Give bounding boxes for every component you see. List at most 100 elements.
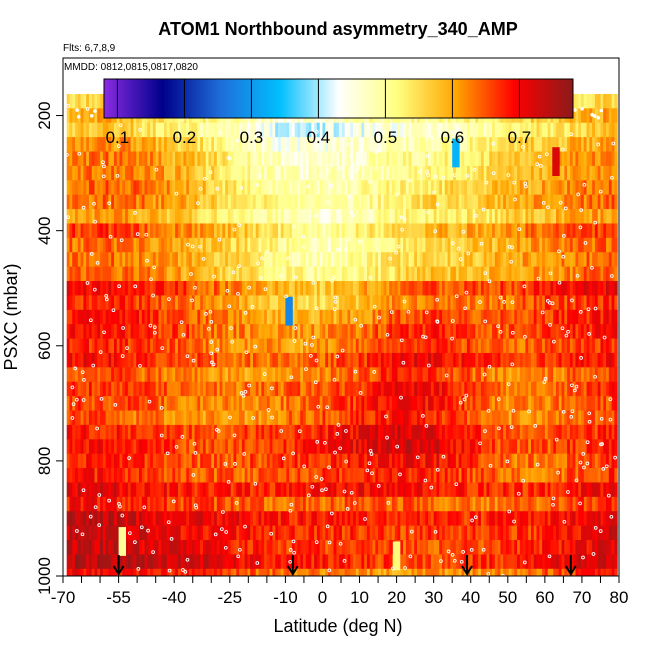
heatmap-cell <box>247 180 251 196</box>
heatmap-cell <box>91 122 96 138</box>
heatmap-cell <box>297 194 301 210</box>
heatmap-cell <box>286 237 290 253</box>
heatmap-cell <box>586 252 590 268</box>
heatmap-cell <box>119 424 123 440</box>
heatmap-cell <box>289 324 293 340</box>
heatmap-cell <box>517 122 521 138</box>
heatmap-cell <box>339 410 343 426</box>
heatmap-cell <box>530 367 535 383</box>
heatmap-cell <box>403 424 407 440</box>
heatmap-cell <box>567 396 571 412</box>
heatmap-cell <box>180 410 185 426</box>
heatmap-cell <box>611 424 615 440</box>
heatmap-cell <box>467 223 471 239</box>
heatmap-cell <box>230 410 235 426</box>
heatmap-cell <box>503 137 507 153</box>
heatmap-cell <box>350 151 354 167</box>
heatmap-cell <box>380 209 385 225</box>
heatmap-cell <box>180 252 185 268</box>
heatmap-cell <box>383 137 388 153</box>
heatmap-cell <box>553 223 557 239</box>
heatmap-cell <box>389 223 393 239</box>
heatmap-cell <box>592 424 596 440</box>
heatmap-cell <box>272 137 276 153</box>
heatmap-cell <box>394 309 399 325</box>
heatmap-cell <box>155 396 160 412</box>
heatmap-cell <box>408 165 413 181</box>
heatmap-cell <box>500 151 504 167</box>
heatmap-cell <box>230 137 235 153</box>
heatmap-cell <box>589 151 593 167</box>
heatmap-cell <box>272 165 276 181</box>
heatmap-cell <box>83 223 87 239</box>
heatmap-cell <box>247 151 251 167</box>
heatmap-cell <box>261 223 265 239</box>
heatmap-cell <box>411 137 415 153</box>
heatmap-cell <box>369 367 374 383</box>
heatmap-cell <box>214 281 218 297</box>
heatmap-cell <box>66 252 71 268</box>
heatmap-cell <box>264 209 268 225</box>
heatmap-cell <box>364 381 368 397</box>
heatmap-cell <box>216 209 221 225</box>
heatmap-cell <box>380 237 385 253</box>
heatmap-cell <box>461 165 465 181</box>
heatmap-cell <box>244 367 249 383</box>
heatmap-cell <box>144 180 148 196</box>
heatmap-cell <box>289 252 293 268</box>
heatmap-cell <box>458 281 463 297</box>
heatmap-cell <box>158 295 162 311</box>
heatmap-cell <box>166 281 171 297</box>
heatmap-cell <box>239 151 243 167</box>
heatmap-cell <box>442 439 446 455</box>
heatmap-cell <box>105 252 110 268</box>
heatmap-cell <box>119 122 123 138</box>
heatmap-cell <box>108 165 112 181</box>
heatmap-cell <box>66 396 71 412</box>
heatmap-cell <box>414 424 418 440</box>
heatmap-cell <box>603 424 607 440</box>
heatmap-cell <box>422 165 426 181</box>
heatmap-cell <box>369 352 374 368</box>
heatmap-cell <box>255 352 260 368</box>
heatmap-cell <box>564 266 568 282</box>
heatmap-cell <box>69 281 73 297</box>
heatmap-cell <box>305 281 310 297</box>
heatmap-cell <box>514 439 518 455</box>
heatmap-cell <box>450 223 454 239</box>
heatmap-cell <box>606 151 610 167</box>
heatmap-cell <box>569 281 574 297</box>
heatmap-cell <box>119 309 123 325</box>
heatmap-cell <box>303 410 307 426</box>
heatmap-cell <box>241 165 246 181</box>
heatmap-cell <box>380 352 385 368</box>
heatmap-cell <box>236 381 240 397</box>
heatmap-cell <box>291 180 296 196</box>
heatmap-cell <box>113 223 118 239</box>
heatmap-cell <box>467 165 471 181</box>
heatmap-cell <box>169 281 173 297</box>
heatmap-cell <box>594 266 599 282</box>
heatmap-cell <box>391 338 396 354</box>
heatmap-cell <box>383 424 388 440</box>
heatmap-cell <box>261 439 265 455</box>
heatmap-cell <box>347 424 351 440</box>
heatmap-cell <box>189 424 193 440</box>
heatmap-cell <box>250 194 254 210</box>
heatmap-cell <box>355 381 360 397</box>
heatmap-cell <box>539 137 543 153</box>
heatmap-cell <box>91 309 96 325</box>
heatmap-cell <box>319 309 324 325</box>
heatmap-cell <box>138 137 143 153</box>
heatmap-cell <box>353 266 357 282</box>
heatmap-cell <box>108 424 112 440</box>
heatmap-cell <box>455 281 460 297</box>
heatmap-cell <box>383 352 388 368</box>
heatmap-cell <box>339 137 343 153</box>
heatmap-cell <box>113 151 118 167</box>
heatmap-cell <box>436 122 440 138</box>
heatmap-cell <box>425 396 429 412</box>
heatmap-cell <box>358 352 362 368</box>
heatmap-cell <box>416 367 421 383</box>
heatmap-cell <box>519 396 524 412</box>
